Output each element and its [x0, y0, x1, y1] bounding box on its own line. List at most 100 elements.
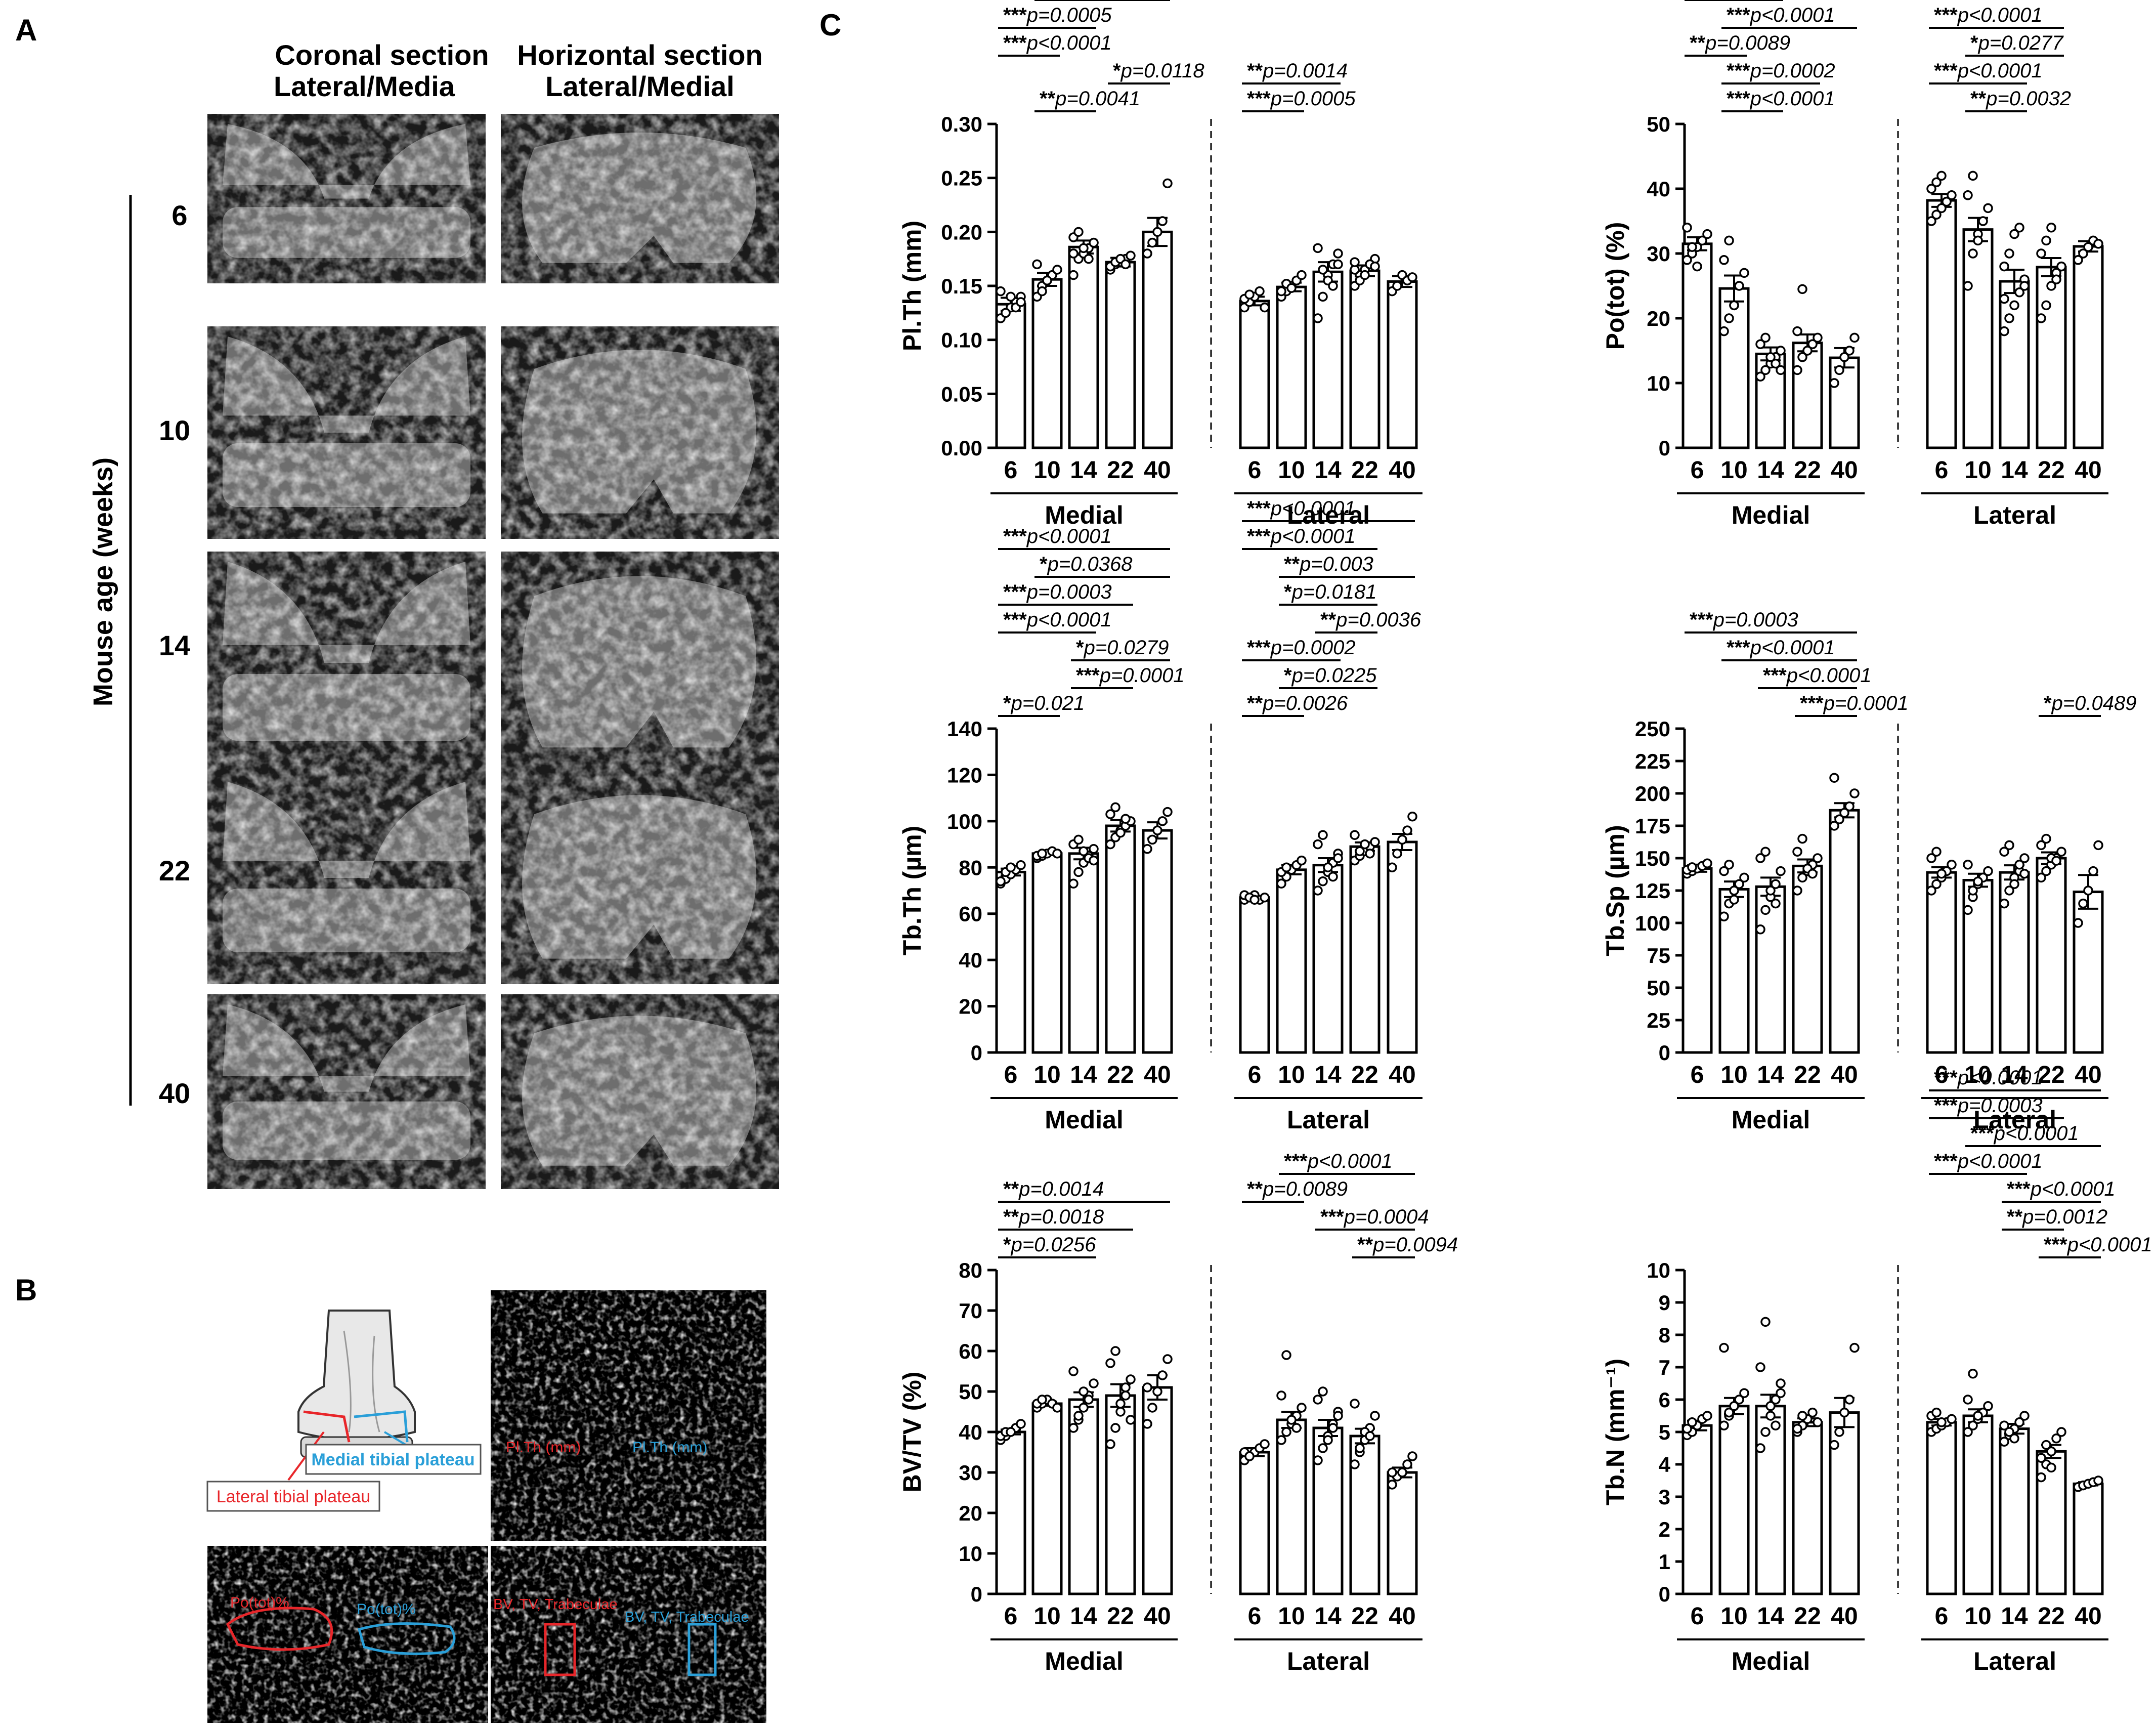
data-point	[1244, 1451, 1255, 1461]
x-tick-label: 40	[1831, 1603, 1858, 1630]
x-tick-label: 40	[1389, 1603, 1415, 1630]
data-point	[1776, 365, 1786, 375]
data-point	[1297, 270, 1307, 280]
data-point	[1006, 862, 1016, 873]
bar	[1387, 840, 1418, 1054]
data-point	[1724, 313, 1734, 323]
horizontal-header: Horizontal section	[517, 39, 762, 71]
data-point	[1068, 1366, 1079, 1376]
y-axis-label: Tb.Th (µm)	[898, 826, 926, 956]
data-point	[1963, 190, 1973, 200]
data-point	[1350, 257, 1360, 267]
data-point	[2004, 313, 2014, 323]
y-tick-label: 250	[1635, 717, 1670, 741]
data-point	[1771, 898, 1781, 909]
bar	[1105, 824, 1136, 1054]
ct-texture	[501, 552, 779, 774]
sig-label: ***p=0.0002	[1727, 60, 1835, 82]
data-point	[1760, 365, 1771, 375]
data-point	[1392, 849, 1402, 859]
bar	[1387, 280, 1418, 449]
bar	[1718, 287, 1750, 449]
sig-label: **p=0.0094	[1357, 1234, 1458, 1256]
sig-label: *p=0.0256	[1003, 1234, 1096, 1256]
data-point	[1052, 265, 1062, 275]
sig-label: ***p=0.0002	[1247, 637, 1356, 659]
data-point	[1797, 833, 1807, 844]
data-point	[1999, 1420, 2009, 1430]
bar	[1068, 245, 1099, 449]
y-tick-label: 50	[1647, 112, 1670, 136]
bar	[2073, 891, 2104, 1054]
data-point	[2019, 868, 2030, 879]
data-point	[1734, 281, 1744, 291]
group-label: Medial	[1045, 1647, 1124, 1675]
data-point	[1068, 248, 1079, 259]
data-point	[2088, 866, 2098, 876]
data-point	[1333, 259, 1343, 270]
x-tick-label: 14	[2001, 1603, 2028, 1630]
data-point	[1983, 203, 1993, 214]
data-point	[1734, 879, 1744, 889]
data-point	[1755, 853, 1765, 863]
bar	[1276, 285, 1307, 449]
sig-label: **p=0.0041	[1040, 88, 1140, 110]
age-label-6: 6	[171, 199, 187, 231]
bar	[1962, 1414, 1994, 1595]
data-point	[1813, 853, 1823, 863]
data-point	[1729, 300, 1739, 311]
data-point	[1152, 1386, 1162, 1397]
y-tick-label: 0.05	[941, 382, 982, 406]
x-tick-label: 14	[1070, 1062, 1097, 1088]
data-point	[1771, 1395, 1781, 1405]
data-point	[1702, 858, 1712, 868]
y-tick-label: 0.25	[941, 166, 982, 190]
group-label: Medial	[1045, 501, 1124, 529]
data-point	[1313, 313, 1323, 323]
ct-texture	[501, 326, 779, 539]
data-point	[1397, 1467, 1407, 1478]
data-point	[1755, 924, 1765, 935]
x-tick-label: 14	[1314, 1603, 1342, 1630]
y-axis-label: Tb.N (mm⁻¹)	[1601, 1359, 1629, 1505]
sig-label: ***p<0.0001	[1247, 497, 1356, 520]
sig-label: ***p<0.0001	[2044, 1234, 2152, 1256]
sig-label: *p=0.0368	[1040, 553, 1133, 575]
data-point	[1079, 846, 1089, 857]
data-point	[1281, 1350, 1291, 1360]
bar	[1031, 1402, 1063, 1595]
data-point	[1407, 272, 1417, 282]
data-point	[1260, 892, 1270, 903]
y-tick-label: 6	[1659, 1388, 1670, 1412]
data-point	[1792, 1423, 1802, 1434]
data-point	[1973, 235, 1983, 246]
x-tick-label: 10	[1278, 457, 1305, 484]
data-point	[1318, 291, 1328, 302]
sig-label: **p=0.0014	[1003, 1178, 1104, 1200]
y-tick-label: 40	[959, 1420, 982, 1444]
data-point	[2056, 847, 2066, 857]
bar	[1105, 1394, 1136, 1595]
lateral-label: Lateral tibial plateau	[217, 1487, 370, 1506]
y-tick-label: 4	[1659, 1453, 1671, 1477]
bar	[1312, 864, 1344, 1054]
data-point	[1323, 862, 1333, 873]
data-point	[2093, 1475, 2103, 1486]
y-tick-label: 0.00	[941, 436, 982, 460]
data-point	[2009, 1433, 2019, 1444]
bar	[1312, 270, 1344, 449]
data-point	[1244, 289, 1255, 300]
group-label: Lateral	[1287, 501, 1370, 529]
data-point	[1157, 1370, 1168, 1380]
data-point	[1318, 830, 1328, 840]
x-tick-label: 6	[1004, 457, 1018, 484]
data-point	[1387, 1467, 1397, 1478]
x-tick-label: 6	[1935, 1062, 1949, 1088]
data-point	[1162, 807, 1173, 817]
y-tick-label: 60	[959, 1339, 982, 1363]
data-point	[1999, 1437, 2009, 1447]
data-point	[1115, 827, 1126, 838]
bar	[1681, 867, 1713, 1054]
data-point	[1947, 190, 1957, 200]
x-tick-label: 6	[1691, 1062, 1704, 1088]
